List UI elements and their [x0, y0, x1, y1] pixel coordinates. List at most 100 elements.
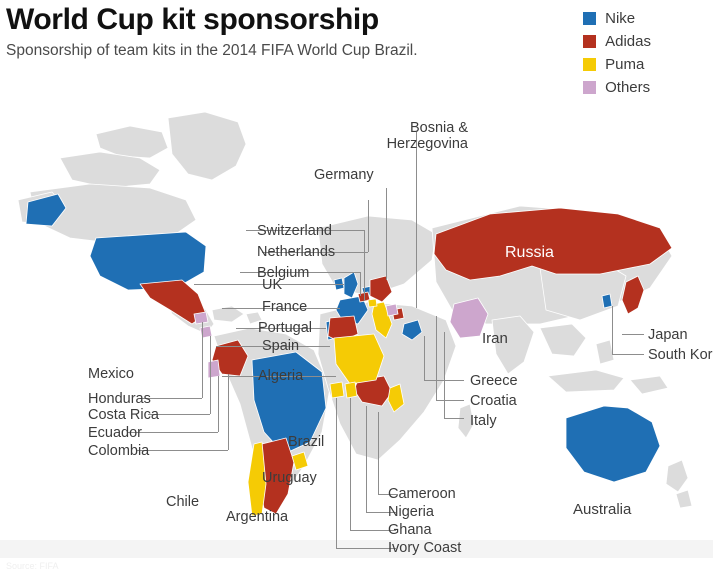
- leader-japan: [622, 334, 644, 335]
- legend-label-puma: Puma: [605, 55, 645, 73]
- leader-switzerland-h: [246, 230, 364, 231]
- leader-uk: [194, 284, 344, 285]
- country-germany: [369, 275, 393, 303]
- leader-south-korea: [612, 354, 644, 355]
- legend: Nike Adidas Puma Others: [583, 7, 651, 99]
- leader-spain: [216, 346, 330, 347]
- leader-ghana: [350, 530, 396, 531]
- leader-cameroon-v: [378, 412, 379, 494]
- leader-switzerland-v: [364, 230, 365, 301]
- country-ghana: [344, 381, 358, 399]
- leader-honduras-v: [202, 322, 203, 398]
- legend-swatch-nike: [583, 11, 597, 25]
- label-germany: Germany: [314, 167, 374, 183]
- label-usa: U.S.A.: [129, 314, 176, 331]
- leader-belgium-v: [360, 272, 361, 296]
- legend-swatch-others: [583, 80, 597, 94]
- page-title: World Cup kit sponsorship: [6, 3, 379, 36]
- world-map-svg: [0, 111, 713, 558]
- leader-ivory-coast-v: [336, 398, 337, 548]
- leader-ghana-v: [350, 398, 351, 530]
- label-iran: Iran: [482, 330, 508, 347]
- country-uruguay: [291, 451, 309, 471]
- label-portugal: Portugal: [258, 320, 313, 336]
- legend-label-others: Others: [605, 78, 651, 96]
- leader-italy-v: [444, 332, 445, 418]
- label-ghana: Ghana: [388, 522, 432, 538]
- country-iran: [449, 297, 489, 339]
- legend-swatch-adidas: [583, 34, 597, 48]
- country-cameroon: [387, 383, 405, 413]
- country-ecuador: [207, 359, 221, 379]
- map-countries-others: [193, 297, 489, 379]
- world-map: [0, 88, 713, 558]
- label-japan: Japan: [648, 327, 688, 343]
- legend-item-nike[interactable]: Nike: [583, 7, 651, 29]
- label-spain: Spain: [262, 338, 300, 354]
- label-belgium: Belgium: [257, 265, 310, 281]
- label-uk: UK: [262, 277, 283, 293]
- country-russia: [433, 207, 673, 281]
- label-greece: Greece: [470, 373, 518, 389]
- leader-netherlands-v: [368, 200, 369, 252]
- leader-bosnia: [416, 132, 417, 308]
- label-argentina: Argentina: [226, 509, 289, 525]
- source-note: Source: FIFA: [6, 561, 59, 571]
- label-south-korea: South Korea: [648, 347, 713, 363]
- label-honduras: Honduras: [88, 391, 151, 407]
- label-russia: Russia: [505, 244, 554, 261]
- legend-item-adidas[interactable]: Adidas: [583, 30, 651, 52]
- leader-colombia-v: [228, 374, 229, 450]
- leader-portugal: [236, 328, 326, 329]
- leader-greece-v: [424, 336, 425, 380]
- legend-swatch-puma: [583, 57, 597, 71]
- country-switzerland: [367, 298, 378, 308]
- leader-honduras: [140, 398, 202, 399]
- leader-colombia: [136, 450, 228, 451]
- country-usa: [89, 231, 207, 291]
- label-bosnia-line1: Bosnia &: [409, 120, 468, 136]
- leader-croatia: [436, 400, 464, 401]
- country-brazil: [251, 351, 327, 455]
- leader-costa-rica-v: [210, 336, 211, 414]
- leader-cameroon: [378, 494, 398, 495]
- label-netherlands: Netherlands: [257, 244, 336, 260]
- country-croatia: [385, 303, 399, 317]
- page-subtitle: Sponsorship of team kits in the 2014 FIF…: [6, 41, 418, 59]
- country-costa-rica: [199, 325, 213, 339]
- country-honduras: [193, 311, 209, 325]
- country-uk: [343, 271, 359, 299]
- label-chile: Chile: [166, 494, 200, 510]
- leader-nigeria-v: [366, 406, 367, 512]
- label-france: France: [262, 299, 308, 315]
- country-japan: [621, 275, 645, 315]
- leader-algeria: [222, 376, 336, 377]
- leader-ecuador-v: [218, 376, 219, 432]
- label-italy: Italy: [470, 413, 497, 429]
- leader-ivory-coast: [336, 548, 396, 549]
- label-mexico: Mexico: [88, 366, 134, 382]
- label-croatia: Croatia: [470, 393, 517, 409]
- label-costa-rica: Costa Rica: [88, 407, 159, 423]
- country-greece: [401, 319, 423, 341]
- map-countries-puma: [247, 298, 405, 517]
- leader-belgium-h: [240, 272, 360, 273]
- legend-item-others[interactable]: Others: [583, 76, 651, 98]
- country-alaska: [25, 193, 67, 227]
- country-south-korea: [601, 293, 613, 309]
- label-bosnia-herzegovina: Bosnia & Herzegovina: [348, 120, 468, 152]
- leader-costa-rica: [148, 414, 210, 415]
- leader-germany: [386, 188, 387, 280]
- legend-label-nike: Nike: [605, 9, 636, 27]
- legend-item-puma[interactable]: Puma: [583, 53, 651, 75]
- label-switzerland: Switzerland: [257, 223, 332, 239]
- label-ivory-coast: Ivory Coast: [388, 540, 462, 556]
- label-cameroon: Cameroon: [388, 486, 456, 502]
- label-bosnia-line2: Herzegovina: [386, 136, 468, 153]
- header: World Cup kit sponsorship Sponsorship of…: [6, 4, 566, 60]
- leader-south-korea-v: [612, 306, 613, 354]
- country-algeria: [333, 333, 385, 385]
- label-ecuador: Ecuador: [88, 425, 143, 441]
- label-australia: Australia: [573, 501, 632, 518]
